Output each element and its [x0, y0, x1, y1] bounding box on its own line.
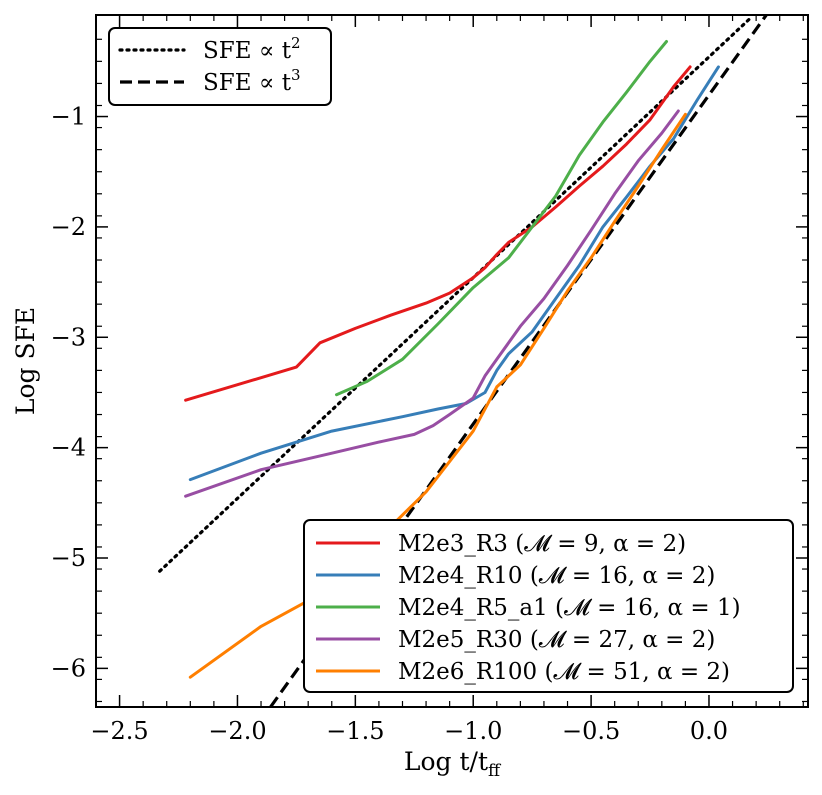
- y-axis-title: Log SFE: [11, 307, 40, 415]
- plot-frame: [95, 14, 809, 708]
- legend-label-m2e4-r5: M2e4_R5_a1 (𝓜 = 16, α = 1): [398, 595, 741, 621]
- x-tick-label: 0.0: [690, 717, 728, 745]
- y-tick-label: −2: [51, 213, 86, 241]
- legend-label-m2e5: M2e5_R30 (𝓜 = 27, α = 2): [398, 627, 715, 653]
- series-line-m2e3-r3: [184, 65, 692, 402]
- legend-label-m2e3: M2e3_R3 (𝓜 = 9, α = 2): [398, 531, 686, 557]
- x-tick-label: −1.5: [326, 717, 384, 745]
- legend-label-t3: SFE ∝ t3: [203, 66, 300, 96]
- y-tick-label: −6: [51, 654, 86, 682]
- series-line-m2e4-r5-a1: [335, 40, 668, 397]
- legend-top-box: [108, 27, 332, 106]
- y-tick-label: −4: [51, 434, 86, 462]
- series-line-m2e4-r10: [188, 65, 720, 482]
- reference-line-t2: [158, 15, 754, 573]
- legend-label-m2e6: M2e6_R100 (𝓜 = 51, α = 2): [398, 659, 730, 685]
- legend-simulations: M2e3_R3 (𝓜 = 9, α = 2) M2e4_R10 (𝓜 = 16,…: [303, 519, 794, 693]
- series-line-m2e5-r30: [184, 109, 680, 498]
- x-tick-label: −1.0: [444, 717, 502, 745]
- x-axis-title: Log t/tff: [404, 747, 502, 781]
- legend-label-m2e4-r10: M2e4_R10 (𝓜 = 16, α = 2): [398, 563, 715, 589]
- x-tick-label: −2.5: [90, 717, 148, 745]
- y-tick-label: −3: [51, 323, 86, 351]
- axis-ticks: −2.5 −2.0 −1.5 −1.0 −0.5 0.0 −6 −5 −4 −3 −2 −1: [51, 15, 808, 745]
- y-tick-label: −1: [51, 103, 86, 131]
- legend-label-t2: SFE ∝ t2: [203, 34, 300, 64]
- legend-bottom-box: [303, 519, 794, 693]
- y-tick-label: −5: [51, 544, 86, 572]
- x-tick-label: −0.5: [562, 717, 620, 745]
- x-tick-label: −2.0: [208, 717, 266, 745]
- legend-reference-lines: SFE ∝ t2 SFE ∝ t3: [108, 27, 332, 106]
